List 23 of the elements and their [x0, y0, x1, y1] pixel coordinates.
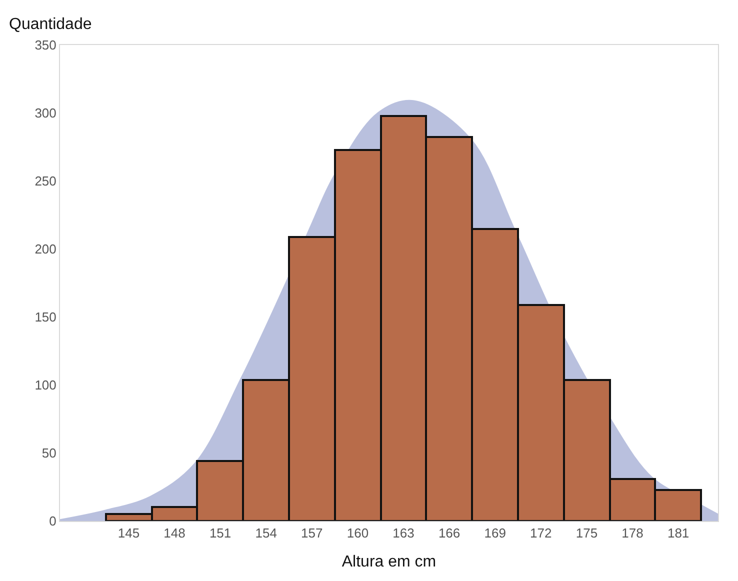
x-tick-label: 166	[438, 526, 460, 541]
x-tick-label: 172	[530, 526, 552, 541]
x-axis-title: Altura em cm	[342, 553, 436, 570]
x-tick-label: 163	[392, 526, 414, 541]
y-tick-label: 150	[34, 310, 56, 325]
y-tick-label: 50	[42, 446, 56, 461]
x-tick-label: 175	[576, 526, 598, 541]
y-tick-label: 0	[49, 514, 56, 529]
x-tick-label: 178	[622, 526, 644, 541]
x-tick-label: 181	[667, 526, 690, 541]
y-tick-label: 350	[34, 38, 56, 53]
y-tick-label: 250	[34, 174, 56, 189]
x-tick-label: 157	[301, 526, 323, 541]
x-tick-label: 145	[118, 526, 140, 541]
x-tick-label: 148	[164, 526, 186, 541]
x-tick-label: 160	[346, 526, 369, 541]
x-tick-label: 151	[209, 526, 232, 541]
y-tick-label: 300	[34, 106, 56, 121]
x-tick-label: 154	[255, 526, 277, 541]
y-axis-title: Quantidade	[9, 16, 92, 33]
y-tick-label: 200	[34, 242, 56, 257]
x-tick-label: 169	[484, 526, 506, 541]
y-tick-label: 100	[34, 378, 56, 393]
